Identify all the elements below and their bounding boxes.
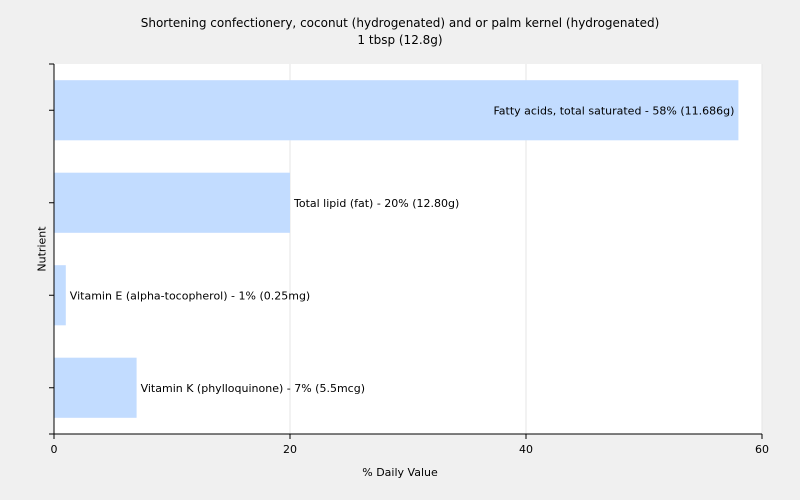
bar [54, 265, 66, 326]
x-tick-label: 20 [283, 443, 297, 456]
x-tick-label: 0 [51, 443, 58, 456]
chart-subtitle: 1 tbsp (12.8g) [357, 33, 443, 47]
x-tick-label: 60 [755, 443, 769, 456]
bar [54, 80, 739, 141]
bar [54, 357, 137, 418]
chart-title: Shortening confectionery, coconut (hydro… [140, 16, 660, 30]
bar-label: Vitamin K (phylloquinone) - 7% (5.5mcg) [141, 382, 365, 395]
x-tick-label: 40 [519, 443, 533, 456]
bar-label: Fatty acids, total saturated - 58% (11.6… [493, 104, 734, 117]
x-axis-label: % Daily Value [362, 466, 438, 479]
y-axis-label: Nutrient [35, 226, 49, 272]
bar [54, 172, 290, 233]
bar-label: Total lipid (fat) - 20% (12.80g) [293, 197, 459, 210]
bar-label: Vitamin E (alpha-tocopherol) - 1% (0.25m… [70, 289, 310, 302]
